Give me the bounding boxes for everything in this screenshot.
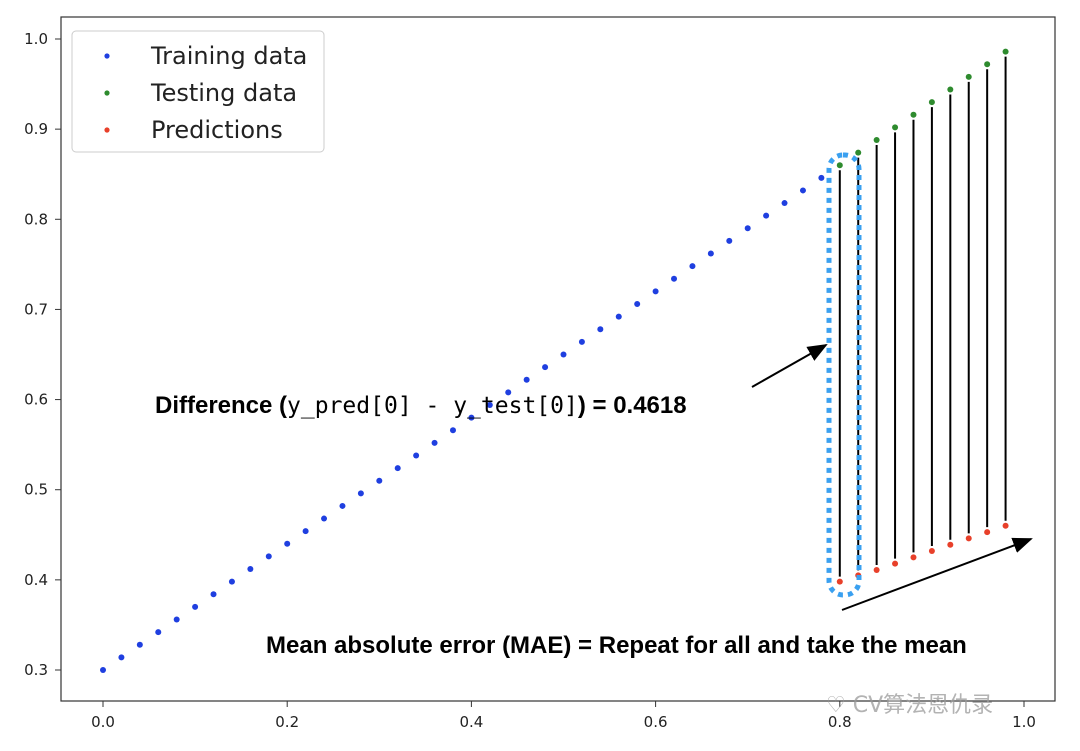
x-tick-label: 0.6 [644, 713, 668, 731]
legend-label-predictions: Predictions [151, 116, 283, 144]
watermark: ♡ CV算法恩仇录 [826, 693, 993, 718]
y-tick-label: 1.0 [24, 30, 48, 48]
watermark-text: CV算法恩仇录 [853, 693, 993, 718]
testing-data-point [836, 162, 843, 169]
legend-label-testing: Testing data [150, 79, 297, 107]
y-tick-label: 0.6 [24, 391, 48, 409]
training-data-point [265, 553, 272, 560]
predictions-point [836, 578, 843, 585]
predictions-point [928, 548, 935, 555]
testing-data-point [1002, 48, 1009, 55]
training-data-point [634, 301, 641, 308]
difference-suffix: ) = 0.4618 [578, 392, 687, 419]
y-tick-label: 0.3 [24, 661, 48, 679]
training-data-point [247, 566, 254, 573]
training-data-point [652, 288, 659, 295]
y-tick-label: 0.9 [24, 120, 48, 138]
training-data-point [394, 465, 401, 472]
predictions-point [892, 560, 899, 567]
training-data-point [431, 439, 438, 446]
training-data-point [228, 578, 235, 585]
training-data-point [376, 477, 383, 484]
training-data-point [136, 641, 143, 648]
data-points [100, 48, 1009, 673]
training-data-point [413, 452, 420, 459]
training-data-point [339, 502, 346, 509]
mae-arrow [841, 537, 1033, 611]
mae-annotation: Mean absolute error (MAE) = Repeat for a… [266, 632, 967, 659]
training-data-point [118, 654, 125, 661]
difference-annotation: Difference (y_pred[0] - y_test[0]) = 0.4… [155, 392, 687, 419]
training-data-point [192, 603, 199, 610]
predictions-point [947, 541, 954, 548]
training-data-point [560, 351, 567, 358]
y-tick-label: 0.8 [24, 210, 48, 228]
legend: Training data Testing data Predictions [71, 30, 325, 153]
difference-prefix: Difference ( [155, 392, 287, 419]
training-data-point [707, 250, 714, 257]
training-data-point [486, 401, 493, 408]
x-tick-label: 0.0 [91, 713, 115, 731]
x-tick-label: 0.4 [459, 713, 483, 731]
training-data-point [671, 275, 678, 282]
testing-data-point [947, 86, 954, 93]
legend-box [71, 30, 325, 153]
plot-frame [60, 16, 1056, 702]
error-lines [838, 56, 1007, 577]
training-data-point [357, 490, 364, 497]
watermark-icon: ♡ [826, 693, 853, 718]
training-data-point [615, 313, 622, 320]
testing-data-point [928, 99, 935, 106]
training-data-point [523, 376, 530, 383]
training-data-point [542, 364, 549, 371]
training-data-point [781, 200, 788, 207]
testing-data-point [855, 149, 862, 156]
legend-label-training: Training data [150, 42, 307, 70]
training-data-point [100, 667, 106, 673]
predictions-point [965, 535, 972, 542]
axis-ticks: 0.0 0.2 0.4 0.6 0.8 1.0 0.3 0.4 0.5 0.6 0.7 0.8 0.9 1… [24, 30, 1036, 731]
training-data-point [155, 629, 162, 636]
legend-marker-predictions [104, 127, 110, 133]
training-data-point [505, 389, 512, 396]
training-data-point [689, 263, 696, 270]
training-data-point [468, 414, 475, 421]
predictions-point [984, 529, 991, 536]
training-data-point [321, 515, 328, 522]
difference-code: y_pred[0] - y_test[0] [287, 393, 578, 419]
testing-data-point [984, 61, 991, 68]
training-data-point [449, 427, 456, 434]
predictions-point [910, 554, 917, 561]
testing-data-point [910, 111, 917, 118]
y-tick-label: 0.5 [24, 481, 48, 499]
training-data-point [597, 326, 604, 333]
training-data-point [726, 237, 733, 244]
training-data-point [763, 212, 770, 219]
predictions-point [873, 566, 880, 573]
difference-arrow [751, 344, 828, 388]
training-data-point [173, 616, 180, 623]
training-data-point [799, 187, 806, 194]
testing-data-point [892, 124, 899, 131]
legend-marker-training [104, 53, 110, 59]
training-data-point [210, 591, 217, 598]
training-data-point [818, 174, 825, 181]
legend-marker-testing [104, 90, 110, 96]
x-tick-label: 1.0 [1012, 713, 1036, 731]
testing-data-point [965, 73, 972, 80]
testing-data-point [873, 136, 880, 143]
x-tick-label: 0.2 [275, 713, 299, 731]
y-tick-label: 0.4 [24, 571, 48, 589]
x-tick-label: 0.8 [828, 713, 852, 731]
predictions-point [1002, 522, 1009, 529]
first-pair-highlight [826, 152, 862, 598]
training-data-point [284, 540, 291, 547]
training-data-point [302, 528, 309, 535]
training-data-point [578, 338, 585, 345]
training-data-point [744, 225, 751, 232]
y-tick-label: 0.7 [24, 300, 48, 318]
